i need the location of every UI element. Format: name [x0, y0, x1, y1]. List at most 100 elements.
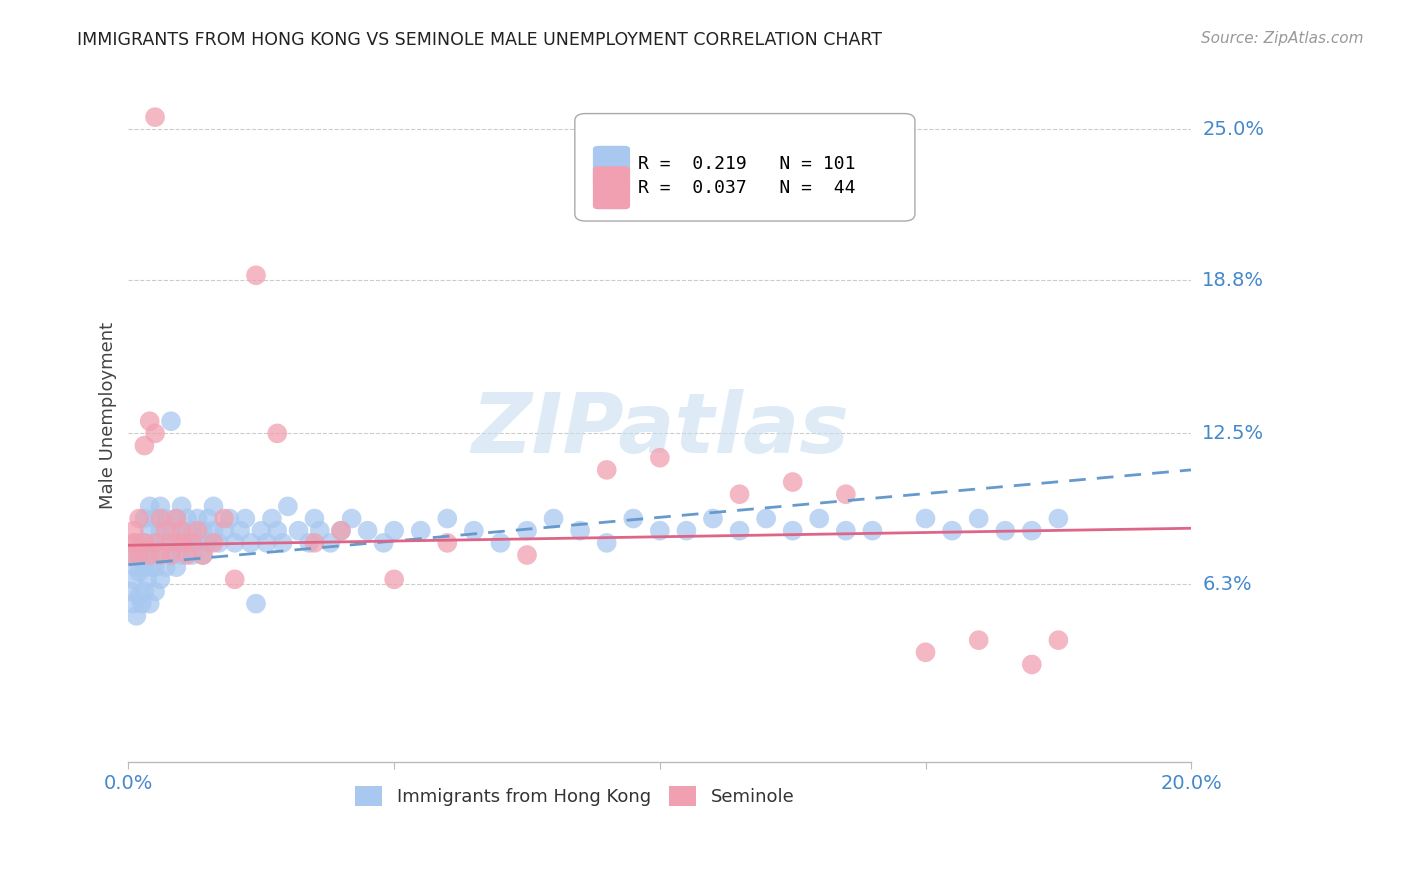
Point — [308, 524, 330, 538]
Point — [382, 524, 405, 538]
Point — [330, 524, 353, 538]
Point — [304, 536, 326, 550]
Point — [197, 536, 219, 550]
Point — [266, 426, 288, 441]
Point — [149, 500, 172, 514]
Point — [149, 511, 172, 525]
Point — [122, 536, 145, 550]
Point — [155, 536, 177, 550]
Point — [702, 511, 724, 525]
Point — [728, 524, 751, 538]
Point — [125, 560, 148, 574]
Point — [256, 536, 278, 550]
Point — [155, 511, 177, 525]
Text: Source: ZipAtlas.com: Source: ZipAtlas.com — [1201, 31, 1364, 46]
Point — [122, 524, 145, 538]
Point — [245, 268, 267, 283]
Point — [134, 584, 156, 599]
Point — [914, 511, 936, 525]
Point — [835, 524, 858, 538]
Point — [125, 608, 148, 623]
Point — [176, 511, 198, 525]
Point — [134, 536, 156, 550]
Point — [755, 511, 778, 525]
Point — [131, 597, 153, 611]
Text: R =  0.037   N =  44: R = 0.037 N = 44 — [637, 178, 855, 197]
Point — [1047, 633, 1070, 648]
Point — [304, 511, 326, 525]
Point — [181, 536, 204, 550]
Point — [160, 548, 183, 562]
Point — [134, 511, 156, 525]
Point — [330, 524, 353, 538]
Point — [138, 500, 160, 514]
Point — [382, 572, 405, 586]
Point — [543, 511, 565, 525]
Point — [160, 414, 183, 428]
Point — [165, 511, 187, 525]
Point — [165, 560, 187, 574]
Point — [202, 500, 225, 514]
Point — [191, 548, 214, 562]
Point — [208, 536, 231, 550]
Point — [143, 560, 166, 574]
Point — [271, 536, 294, 550]
Point — [181, 548, 204, 562]
Legend: Immigrants from Hong Kong, Seminole: Immigrants from Hong Kong, Seminole — [346, 777, 803, 815]
Point — [122, 572, 145, 586]
Point — [125, 536, 148, 550]
FancyBboxPatch shape — [575, 113, 915, 221]
Point — [489, 536, 512, 550]
Point — [782, 475, 804, 489]
Point — [160, 548, 183, 562]
Point — [160, 536, 183, 550]
Point — [128, 565, 150, 579]
Point — [277, 500, 299, 514]
Point — [143, 536, 166, 550]
Point — [967, 511, 990, 525]
Point — [187, 536, 209, 550]
Point — [287, 524, 309, 538]
Point — [155, 560, 177, 574]
Text: R =  0.219   N = 101: R = 0.219 N = 101 — [637, 155, 855, 173]
Point — [516, 548, 538, 562]
Point — [675, 524, 697, 538]
Point — [143, 110, 166, 124]
Point — [728, 487, 751, 501]
Point — [134, 438, 156, 452]
Point — [967, 633, 990, 648]
Point — [136, 572, 159, 586]
Point — [260, 511, 283, 525]
Point — [202, 524, 225, 538]
Point — [122, 548, 145, 562]
Point — [187, 524, 209, 538]
Y-axis label: Male Unemployment: Male Unemployment — [100, 322, 117, 508]
Point — [134, 560, 156, 574]
FancyBboxPatch shape — [593, 166, 630, 210]
Point — [131, 548, 153, 562]
Point — [239, 536, 262, 550]
Text: 12.5%: 12.5% — [1202, 424, 1264, 443]
Text: ZIPatlas: ZIPatlas — [471, 389, 849, 469]
Point — [176, 536, 198, 550]
Point — [1047, 511, 1070, 525]
FancyBboxPatch shape — [593, 145, 630, 189]
Point — [120, 584, 142, 599]
Point — [516, 524, 538, 538]
Point — [155, 524, 177, 538]
Point — [128, 590, 150, 604]
Point — [463, 524, 485, 538]
Point — [170, 536, 193, 550]
Point — [165, 511, 187, 525]
Point — [149, 524, 172, 538]
Text: 18.8%: 18.8% — [1202, 270, 1264, 290]
Point — [181, 524, 204, 538]
Point — [128, 541, 150, 555]
Point — [373, 536, 395, 550]
Point — [808, 511, 831, 525]
Point — [409, 524, 432, 538]
Point — [202, 536, 225, 550]
Point — [128, 548, 150, 562]
Point — [191, 524, 214, 538]
Point — [340, 511, 363, 525]
